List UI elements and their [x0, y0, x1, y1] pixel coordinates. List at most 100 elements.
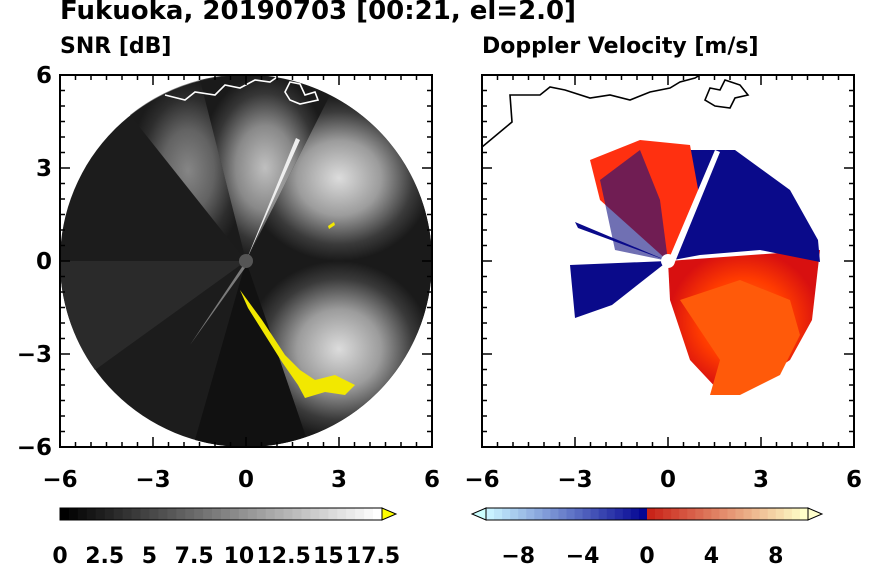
colorbar-cell	[247, 508, 258, 520]
colorbar-tick-label: 17.5	[346, 544, 400, 569]
velocity-panel-title: Doppler Velocity [m/s]	[482, 34, 759, 59]
colorbar-cell	[292, 508, 302, 520]
colorbar-cell	[212, 508, 222, 520]
radar-site-marker	[239, 254, 253, 268]
y-tick-label: −6	[17, 435, 52, 461]
colorbar-cell	[494, 508, 503, 520]
colorbars: 0 2.5 5 7.5 10 12.5 15 17.5 −8 −4 0 4 8	[52, 507, 824, 569]
colorbar-cell	[534, 508, 543, 520]
figure-title: Fukuoka, 20190703 [00:21, el=2.0]	[60, 0, 577, 26]
snr-echo-west	[60, 261, 246, 370]
colorbar-cell	[727, 508, 736, 520]
colorbar-cell	[622, 508, 632, 520]
x-tick-label: 0	[660, 467, 676, 493]
colorbar-cell	[558, 508, 567, 520]
colorbar-tick-label: 0	[639, 544, 654, 569]
colorbar-tick-label: 10	[224, 544, 255, 569]
colorbar-cell	[630, 508, 640, 520]
colorbar-cell	[759, 508, 769, 520]
colorbar-cell	[655, 508, 664, 520]
colorbar-cell	[703, 508, 712, 520]
colorbar-cell	[131, 508, 141, 520]
axis-ticks	[59, 74, 855, 448]
colorbar-cell	[775, 508, 785, 520]
colorbar-cell	[550, 508, 559, 520]
colorbar-cell	[167, 508, 177, 520]
colorbar-cell	[185, 508, 195, 520]
y-tick-label: 0	[36, 249, 52, 275]
x-tick-label: −3	[135, 467, 170, 493]
x-tick-label: 3	[331, 467, 347, 493]
colorbar-cell	[319, 508, 329, 520]
snr-spoke	[246, 138, 300, 261]
colorbar-cell	[799, 508, 809, 520]
colorbar-tick-label: 8	[768, 544, 783, 569]
colorbar-over-arrow	[807, 507, 824, 521]
colorbar-cell	[60, 508, 70, 520]
colorbar-cell	[203, 508, 213, 520]
colorbar-cell	[767, 508, 777, 520]
colorbar-cell	[68, 508, 79, 520]
colorbar-cell	[566, 508, 575, 520]
colorbar-cell	[590, 508, 600, 520]
colorbar-frame	[485, 507, 809, 521]
colorbar-tick-label: 0	[52, 544, 67, 569]
colorbar-tick-label: 4	[704, 544, 719, 569]
velocity-approaching-echo	[600, 150, 668, 261]
colorbar-cell	[373, 508, 383, 520]
snr-panel-title: SNR [dB]	[60, 34, 172, 59]
coastline	[482, 75, 701, 148]
colorbar-cell	[791, 508, 801, 520]
radar-site-marker	[661, 254, 675, 268]
colorbar-cell	[671, 508, 680, 520]
colorbar-cell	[176, 508, 186, 520]
velocity-approaching-echo	[575, 222, 668, 261]
colorbar-cell	[663, 508, 672, 520]
colorbar-cell	[229, 508, 240, 520]
colorbar-cell	[526, 508, 535, 520]
x-tick-label: 3	[753, 467, 769, 493]
colorbar-cell	[274, 508, 285, 520]
x-tick-label: −6	[464, 467, 499, 493]
colorbar-cell	[310, 508, 320, 520]
colorbar-cell	[695, 508, 704, 520]
x-tick-label: 6	[424, 467, 440, 493]
colorbar-cell	[711, 508, 720, 520]
snr-echo-north-east	[246, 95, 432, 261]
snr-over-range-echo	[240, 290, 355, 398]
colorbar-cell	[77, 508, 88, 520]
colorbar-cell	[486, 508, 495, 520]
axis-tick-labels: −6 −3 0 3 6 6 3 0 −3 −6 −6 −3 0 3 6	[17, 63, 862, 493]
colorbar-tick-label: 12.5	[256, 544, 310, 569]
colorbar-cell	[679, 508, 688, 520]
colorbar-tick-label: −4	[566, 544, 600, 569]
colorbar-cell	[502, 508, 511, 520]
colorbar-tick-label: 15	[313, 544, 344, 569]
coastline	[703, 79, 750, 109]
colorbar-cell	[719, 508, 728, 520]
colorbar-cell	[614, 508, 624, 520]
colorbar-cell	[122, 508, 132, 520]
colorbar-tick-label: 7.5	[175, 544, 214, 569]
colorbar-cell	[355, 508, 365, 520]
colorbar-cell	[283, 508, 293, 520]
colorbar-cell	[751, 508, 761, 520]
colorbar-cell	[638, 508, 648, 520]
coastline	[284, 81, 320, 105]
colorbar-cell	[510, 508, 519, 520]
snr-blocked-sector	[195, 261, 306, 447]
y-tick-label: 6	[36, 63, 52, 89]
colorbar-cell	[518, 508, 527, 520]
velocity-gap	[668, 150, 720, 262]
colorbar-tick-label: −8	[501, 544, 535, 569]
colorbar-tick-label: 2.5	[85, 544, 124, 569]
colorbar-cell	[743, 508, 753, 520]
colorbar-frame	[59, 507, 383, 521]
colorbar-cell	[647, 508, 656, 520]
snr-spoke	[190, 261, 250, 345]
colorbar-cell	[364, 508, 374, 520]
colorbar-cell	[301, 508, 311, 520]
snr-echo-north	[200, 75, 330, 261]
colorbar-cell	[328, 508, 338, 520]
